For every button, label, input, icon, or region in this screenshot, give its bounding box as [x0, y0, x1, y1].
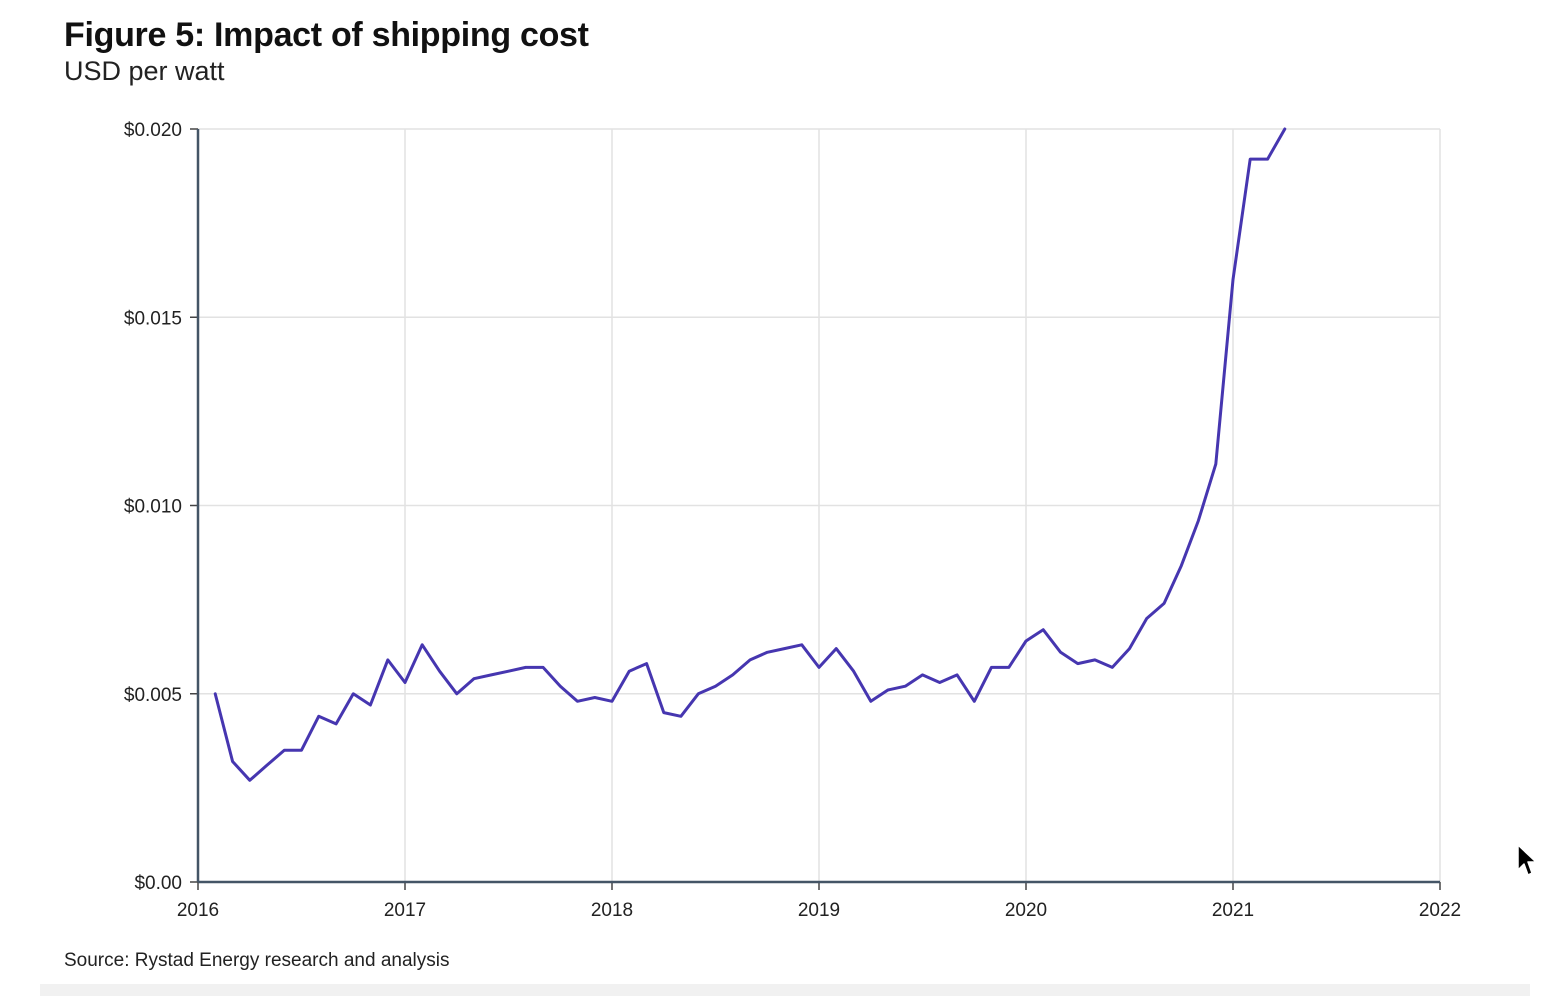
x-tick-label: 2017 — [384, 900, 426, 921]
x-tick-labels: 2016 2017 2018 2019 2020 2021 2022 — [177, 900, 1461, 921]
grid-lines — [198, 128, 1441, 882]
series-line — [213, 127, 1287, 782]
source-note: Source: Rystad Energy research and analy… — [64, 950, 450, 971]
series-layer — [213, 127, 1287, 782]
y-tick-label: $0.020 — [124, 120, 182, 141]
x-tick-label: 2021 — [1212, 900, 1254, 921]
x-tick-label: 2019 — [798, 900, 840, 921]
x-tick-label: 2020 — [1005, 900, 1047, 921]
chart-title: Figure 5: Impact of shipping cost — [64, 16, 589, 54]
y-tick-label: $0.010 — [124, 497, 182, 518]
y-tick-labels: $0.00 $0.005 $0.010 $0.015 $0.020 — [124, 120, 182, 894]
x-tick-label: 2022 — [1419, 900, 1461, 921]
y-tick-label: $0.00 — [134, 873, 182, 894]
y-tick-label: $0.015 — [124, 308, 182, 329]
bottom-divider — [40, 984, 1530, 996]
y-tick-label: $0.005 — [124, 685, 182, 706]
chart-subtitle: USD per watt — [64, 56, 225, 86]
x-tick-label: 2016 — [177, 900, 219, 921]
mouse-pointer-icon — [1517, 844, 1537, 876]
axes — [190, 128, 1441, 890]
x-tick-label: 2018 — [591, 900, 633, 921]
